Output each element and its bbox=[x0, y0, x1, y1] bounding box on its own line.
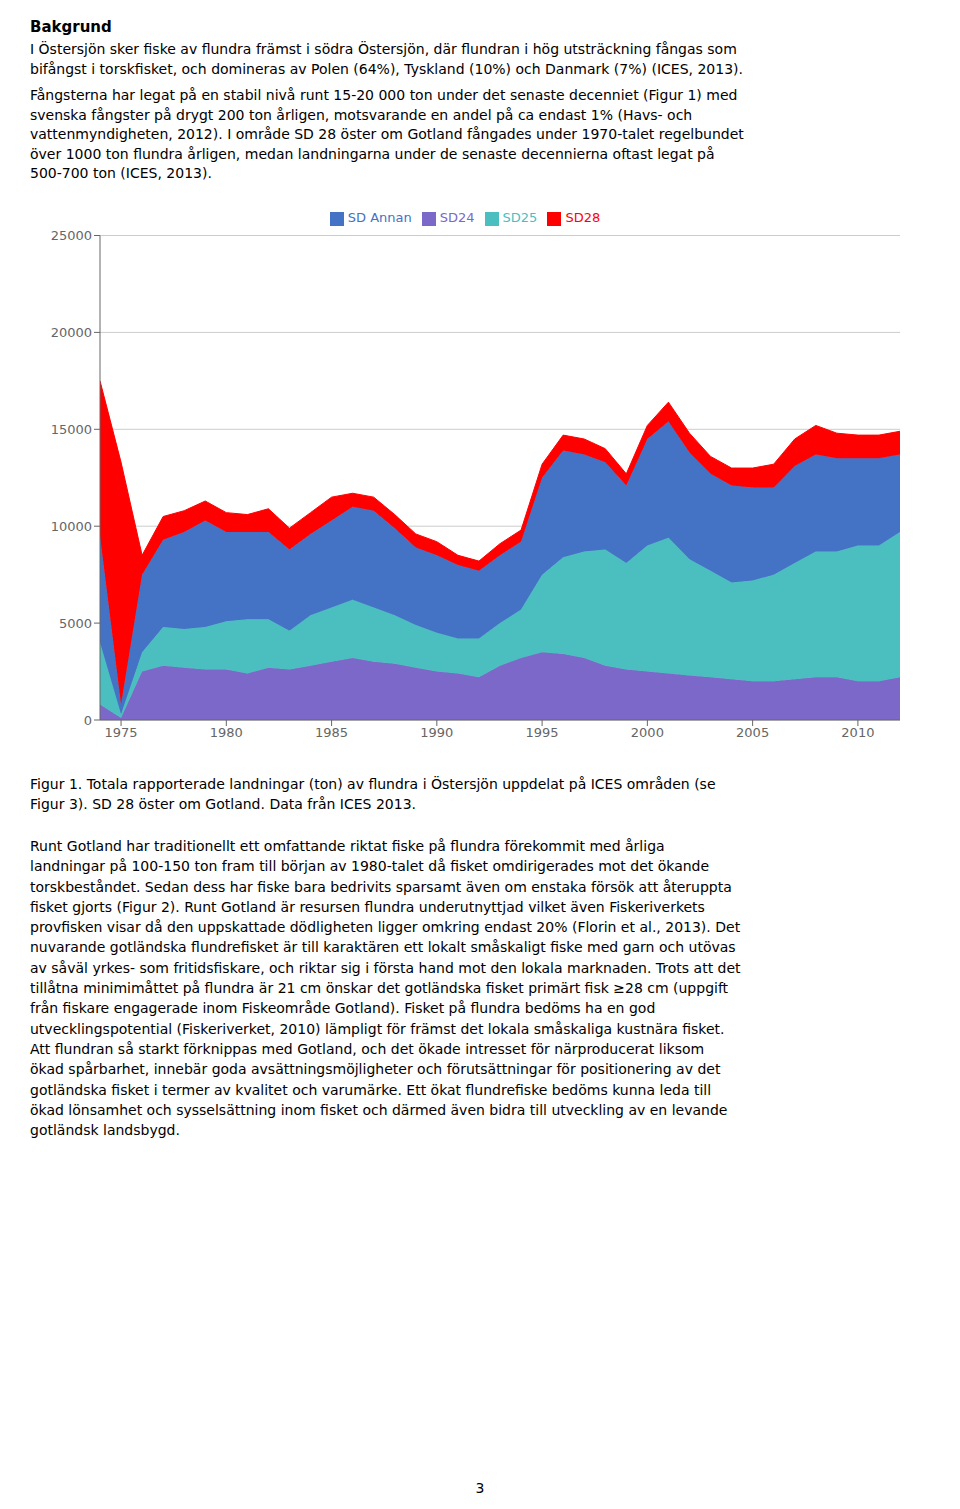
svg-text:5000: 5000 bbox=[59, 616, 92, 631]
svg-text:2010: 2010 bbox=[841, 725, 874, 740]
html-text:Figur 1. Totala rapporterade l: Figur 1. Totala rapporterade landningar … bbox=[30, 776, 716, 812]
html-text:SD28: SD28 bbox=[565, 210, 601, 225]
svg-text:25000: 25000 bbox=[51, 228, 92, 243]
svg-text:20000: 20000 bbox=[51, 325, 92, 340]
html-text:SD Annan: SD Annan bbox=[347, 210, 412, 225]
html-text:I Östersjön sker fiske av flun: I Östersjön sker fiske av flundra främst… bbox=[30, 41, 743, 77]
svg-text:0: 0 bbox=[84, 713, 92, 728]
svg-text:2005: 2005 bbox=[736, 725, 769, 740]
html-text:Bakgrund: Bakgrund bbox=[30, 18, 112, 36]
svg-text:1995: 1995 bbox=[526, 725, 559, 740]
html-text:Fångsterna har legat på en sta: Fångsterna har legat på en stabil nivå r… bbox=[30, 87, 744, 182]
svg-text:2000: 2000 bbox=[631, 725, 664, 740]
svg-text:1980: 1980 bbox=[210, 725, 243, 740]
svg-text:15000: 15000 bbox=[51, 422, 92, 437]
html-text:3: 3 bbox=[475, 1480, 485, 1496]
html-text:SD24: SD24 bbox=[439, 210, 475, 225]
svg-text:1975: 1975 bbox=[105, 725, 138, 740]
svg-text:1985: 1985 bbox=[315, 725, 348, 740]
html-text:Runt Gotland har traditionellt: Runt Gotland har traditionellt ett omfat… bbox=[30, 838, 741, 1139]
html-text:SD25: SD25 bbox=[502, 210, 538, 225]
svg-text:1990: 1990 bbox=[420, 725, 453, 740]
svg-text:10000: 10000 bbox=[51, 519, 92, 534]
